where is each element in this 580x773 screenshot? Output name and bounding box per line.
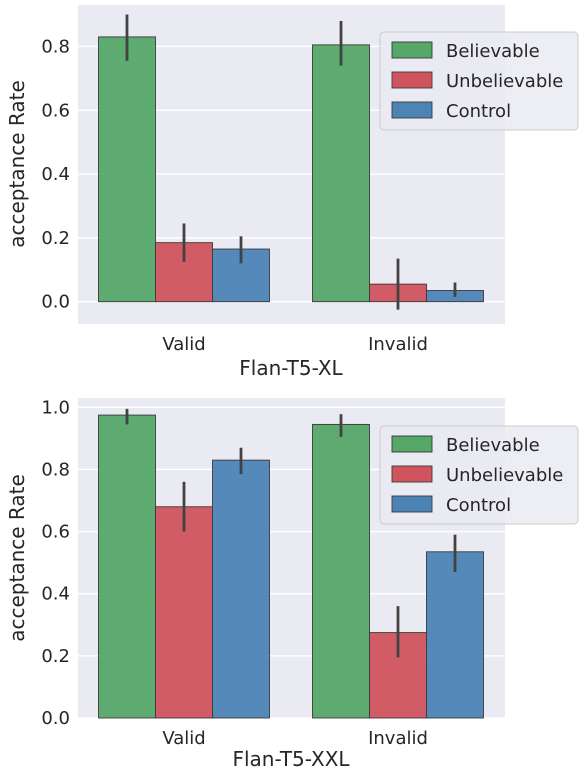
- y-tick-label: 0.0: [41, 292, 70, 313]
- y-axis-title: acceptance Rate: [5, 80, 29, 248]
- bar-control-invalid: [426, 551, 484, 719]
- bar-unbelievable-valid: [155, 506, 213, 719]
- y-tick-label: 0.2: [41, 228, 70, 249]
- y-tick-labels: 0.0 0.2 0.4 0.6 0.8 1.0: [41, 397, 70, 729]
- y-tick-label: 0.4: [41, 584, 70, 605]
- x-tick-labels: Valid Invalid: [162, 728, 428, 749]
- x-axis-title: Flan-T5-XXL: [232, 747, 350, 771]
- bar-control-valid: [212, 459, 270, 719]
- y-tick-label: 0.0: [41, 708, 70, 729]
- legend-label-unbelievable: Unbelievable: [446, 465, 563, 486]
- legend-label-control: Control: [446, 495, 511, 516]
- legend-swatch-believable: [391, 435, 433, 453]
- legend-swatch-unbelievable: [391, 71, 433, 89]
- y-tick-label: 0.8: [41, 36, 70, 57]
- x-tick-labels: Valid Invalid: [162, 334, 428, 355]
- legend: Believable Unbelievable Control: [379, 425, 579, 525]
- legend-label-control: Control: [446, 101, 511, 122]
- legend-swatch-unbelievable: [391, 465, 433, 483]
- y-tick-label: 0.6: [41, 100, 70, 121]
- y-axis-title: acceptance Rate: [5, 474, 29, 642]
- legend-label-believable: Believable: [446, 41, 540, 62]
- y-tick-label: 0.2: [41, 646, 70, 667]
- y-tick-labels: 0.0 0.2 0.4 0.6 0.8: [41, 36, 70, 312]
- y-tick-label: 0.6: [41, 522, 70, 543]
- x-tick-label: Invalid: [368, 728, 428, 749]
- legend-swatch-control: [391, 101, 433, 119]
- x-tick-label: Invalid: [368, 334, 428, 355]
- x-tick-label: Valid: [162, 334, 205, 355]
- bar-believable-invalid: [312, 423, 370, 719]
- legend-label-unbelievable: Unbelievable: [446, 71, 563, 92]
- legend: Believable Unbelievable Control: [379, 31, 579, 131]
- legend-swatch-believable: [391, 41, 433, 59]
- bar-believable-invalid: [312, 44, 370, 303]
- bar-believable-valid: [98, 36, 156, 303]
- error-bars: [125, 408, 457, 658]
- chart-flan-t5-xxl: 0.0 0.2 0.4 0.6 0.8 1.0 Valid Invalid acceptan…: [5, 397, 579, 771]
- legend-swatch-control: [391, 495, 433, 513]
- y-tick-label: 0.4: [41, 164, 70, 185]
- error-bars: [125, 14, 457, 310]
- y-tick-label: 1.0: [41, 397, 70, 418]
- legend-label-believable: Believable: [446, 435, 540, 456]
- bars: [98, 414, 484, 719]
- x-axis-title: Flan-T5-XL: [239, 356, 343, 380]
- chart-flan-t5-xl: 0.0 0.2 0.4 0.6 0.8 Valid Invalid acceptance …: [5, 5, 579, 380]
- x-tick-label: Valid: [162, 728, 205, 749]
- y-tick-label: 0.8: [41, 459, 70, 480]
- bar-believable-valid: [98, 414, 156, 719]
